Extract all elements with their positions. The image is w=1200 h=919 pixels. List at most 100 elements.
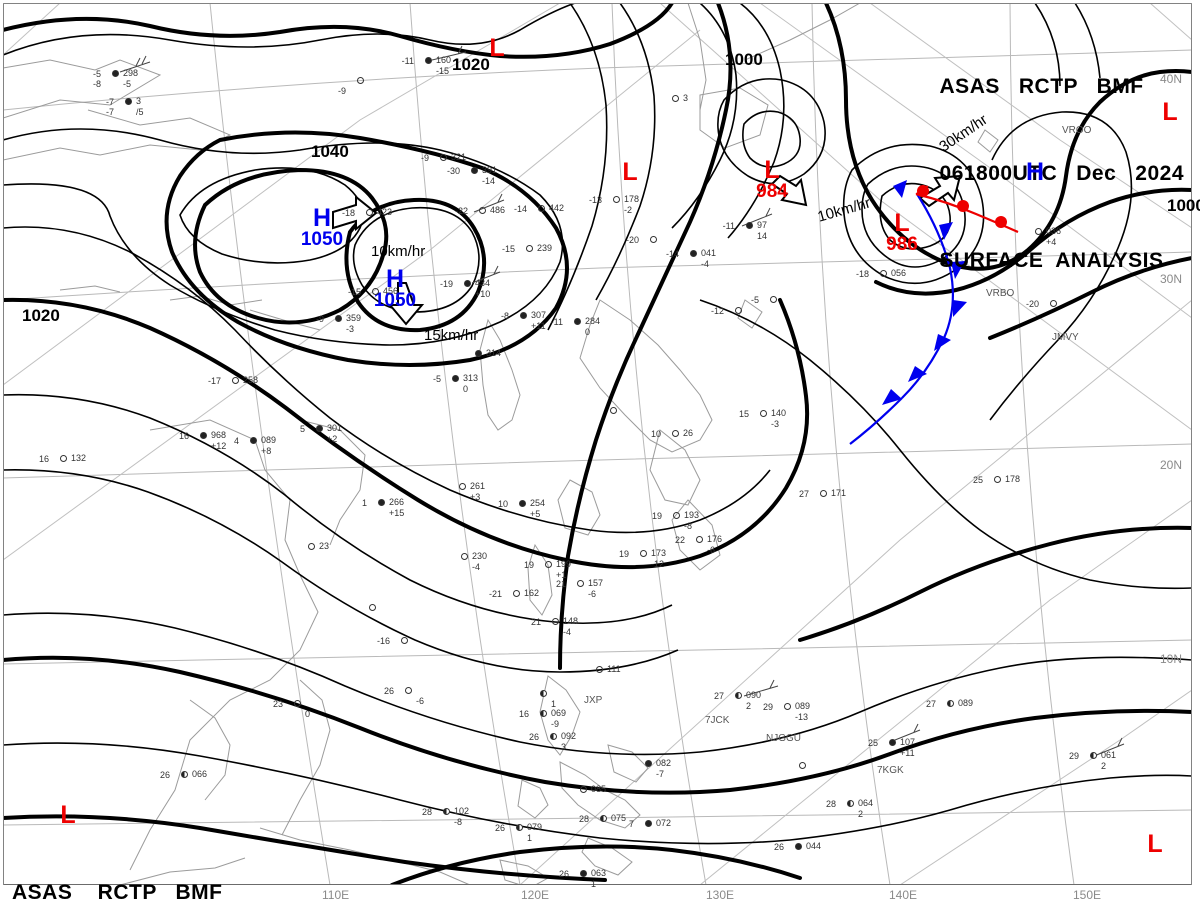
station-temperature: -21 (488, 589, 502, 599)
station-circle-icon (596, 666, 603, 673)
station-circle-icon (181, 771, 188, 778)
station-circle-icon (200, 432, 207, 439)
station-pressure: 359 (346, 313, 362, 323)
latitude-label: 10N (1160, 652, 1183, 666)
station-pressure: 284 (585, 316, 601, 326)
station-circle-icon (610, 407, 617, 414)
station-pressure: 157 (588, 578, 604, 588)
station-pressure: 23 (319, 541, 330, 551)
station-pressure: 199 (556, 559, 572, 569)
pressure-letter: L (489, 34, 505, 62)
station-pressure: 968 (211, 430, 227, 440)
station-circle-icon (452, 375, 459, 382)
station-identifier: 7KGK (877, 765, 904, 776)
station-temperature: -20 (625, 235, 639, 245)
station-circle-icon (125, 98, 132, 105)
station-circle-icon (516, 824, 523, 831)
station-dewpoint: -9 (337, 86, 346, 96)
station-circle-icon (513, 590, 520, 597)
station-pressure: 261 (470, 481, 486, 491)
station-temperature: -14 (665, 249, 679, 259)
station-circle-icon (526, 245, 533, 252)
station-tendency: -9 (551, 719, 560, 729)
station-circle-icon (1035, 228, 1042, 235)
latitude-label: 30N (1160, 272, 1183, 286)
isobar-label: 1000 (725, 50, 763, 69)
station-circle-icon (545, 561, 552, 568)
station-pressure: 044 (806, 841, 822, 851)
station-pressure: 314 (486, 348, 502, 358)
isobar-label: 1040 (311, 142, 349, 161)
station-temperature: -30 (446, 166, 460, 176)
station-tendency: +12 (211, 441, 227, 451)
station-tendency: -2 (624, 205, 633, 215)
station-temperature: -20 (1025, 299, 1039, 309)
station-pressure: 313 (463, 373, 479, 383)
station-circle-icon (540, 690, 547, 697)
station-circle-icon (519, 500, 526, 507)
low-pressure-center: L (1133, 832, 1177, 857)
station-temperature: 26 (528, 732, 539, 742)
pressure-letter: L (1162, 98, 1178, 126)
station-temperature: 26 (494, 823, 505, 833)
station-temperature: -8 (500, 311, 509, 321)
station-circle-icon (577, 580, 584, 587)
station-circle-icon (690, 250, 697, 257)
station-pressure: 173 (651, 548, 667, 558)
station-tendency: -13 (795, 712, 809, 722)
station-temperature: 28 (578, 814, 589, 824)
station-temperature: 10 (650, 429, 661, 439)
station-temperature: 29 (762, 702, 773, 712)
station-tendency: 3 (561, 742, 567, 752)
station-identifier: VRBO (986, 288, 1015, 299)
station-tendency: 1 (527, 833, 533, 843)
station-identifier: 7JCK (705, 715, 730, 726)
station-pressure: 132 (71, 453, 87, 463)
station-circle-icon (574, 318, 581, 325)
station-temperature: 16 (178, 431, 189, 441)
station-tendency: -6 (707, 545, 716, 555)
station-pressure: 434 (475, 278, 491, 288)
station-pressure: 111 (607, 664, 621, 674)
station-circle-icon (366, 209, 373, 216)
station-temperature: 26 (383, 686, 394, 696)
high-pressure-center: H (1013, 160, 1057, 185)
station-circle-icon (613, 196, 620, 203)
station-circle-icon (760, 410, 767, 417)
title-line-1: ASAS RCTP BMF (12, 881, 223, 904)
station-temperature: 25 (972, 475, 983, 485)
station-temperature: 4 (233, 436, 239, 446)
station-temperature: -14 (513, 204, 527, 214)
station-pressure: 036 (1046, 226, 1062, 236)
station-circle-icon (308, 543, 315, 550)
station-pressure: 456 (383, 286, 399, 296)
station-pressure: 162 (524, 588, 540, 598)
station-pressure: 423 (377, 207, 393, 217)
station-circle-icon (538, 205, 545, 212)
station-circle-icon (770, 296, 777, 303)
station-pressure: 072 (656, 818, 672, 828)
isobar-label: 1020 (22, 306, 60, 325)
station-temperature: -11 (550, 317, 563, 327)
station-temperature: 21 (555, 579, 566, 589)
station-temperature: -5 (92, 69, 101, 79)
station-pressure: 307 (531, 310, 547, 320)
station-circle-icon (735, 692, 742, 699)
station-pressure: 486 (490, 205, 506, 215)
station-circle-icon (600, 815, 607, 822)
station-circle-icon (889, 739, 896, 746)
station-tendency: +5 (530, 509, 541, 519)
station-tendency: 1 (551, 699, 557, 709)
station-pressure: 085 (591, 784, 607, 794)
station-circle-icon (540, 710, 547, 717)
station-pressure: 102 (454, 806, 470, 816)
station-pressure: 075 (611, 813, 627, 823)
station-temperature: 19 (618, 549, 629, 559)
station-pressure: 063 (591, 868, 607, 878)
station-tendency: +3 (470, 492, 481, 502)
station-pressure: 266 (389, 497, 405, 507)
station-circle-icon (580, 870, 587, 877)
station-pressure: 97 (757, 220, 768, 230)
station-tendency: -5 (123, 79, 132, 89)
station-circle-icon (696, 536, 703, 543)
